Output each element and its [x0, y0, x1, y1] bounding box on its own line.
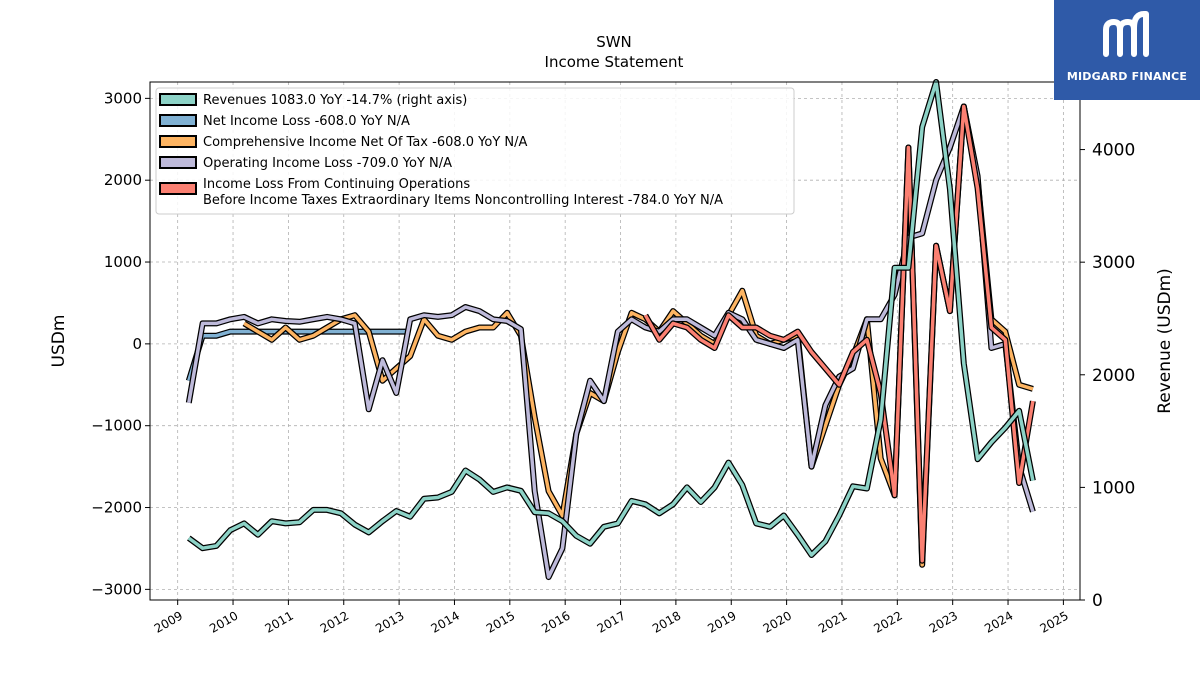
right-axis-ticks: 0 1000 2000 3000 4000 [1080, 141, 1135, 611]
x-tick-label: 2017 [595, 608, 628, 635]
series-line-1 [187, 329, 411, 382]
left-axis-ticks: −3000 −2000 −1000 0 1000 2000 3000 [91, 89, 150, 598]
x-tick-label: 2023 [927, 608, 960, 635]
x-tick-label: 2016 [539, 608, 572, 635]
y-right-tick-label: 2000 [1092, 366, 1135, 386]
legend-label-3: Operating Income Loss -709.0 YoY N/A [203, 156, 452, 171]
x-tick-label: 2009 [152, 608, 185, 635]
y-axis-right-label: Revenue (USDm) [1155, 268, 1175, 414]
logo-mark-icon [1103, 11, 1149, 57]
x-tick-label: 2011 [262, 608, 295, 635]
legend: Revenues 1083.0 YoY -14.7% (right axis) N… [155, 87, 795, 215]
y-right-tick-label: 3000 [1092, 253, 1135, 273]
x-tick-label: 2024 [982, 608, 1015, 635]
y-axis-label: USDm [49, 315, 69, 368]
legend-label-4: Income Loss From Continuing Operations [203, 177, 470, 192]
legend-label-0: Revenues 1083.0 YoY -14.7% (right axis) [203, 93, 467, 108]
legend-swatch-0 [159, 93, 197, 106]
x-tick-label: 2022 [871, 608, 904, 635]
x-tick-label: 2018 [650, 608, 683, 635]
legend-label-1: Net Income Loss -608.0 YoY N/A [203, 114, 410, 129]
legend-swatch-4 [159, 182, 197, 195]
x-tick-label: 2020 [761, 608, 794, 635]
legend-swatch-3 [159, 156, 197, 169]
y-right-tick-label: 0 [1092, 591, 1103, 611]
series-line-0 [187, 80, 1035, 557]
x-tick-label: 2012 [318, 608, 351, 635]
y-tick-label: 1000 [104, 253, 142, 271]
logo-text: MIDGARD FINANCE [1066, 70, 1188, 83]
y-tick-label: −3000 [91, 580, 142, 598]
legend-box [155, 87, 795, 215]
chart-subtitle: Income Statement [545, 53, 684, 71]
midgard-finance-logo: MIDGARD FINANCE [1054, 0, 1200, 100]
chart-title: SWN [596, 33, 632, 51]
legend-swatch-1 [159, 114, 197, 127]
y-tick-label: −2000 [91, 499, 142, 517]
x-axis-ticks: 2009 2010 2011 2012 2013 2014 2015 2016 2017 2018… [152, 600, 1071, 636]
legend-label-4: Before Income Taxes Extraordinary Items … [203, 193, 723, 208]
y-right-tick-label: 4000 [1092, 141, 1135, 161]
x-tick-label: 2014 [429, 608, 462, 635]
series-line-4 [643, 104, 1035, 563]
legend-swatch-2 [159, 135, 197, 148]
x-tick-label: 2021 [816, 608, 849, 635]
x-tick-label: 2025 [1037, 608, 1070, 635]
y-right-tick-label: 1000 [1092, 478, 1135, 498]
legend-label-2: Comprehensive Income Net Of Tax -608.0 Y… [203, 135, 528, 150]
x-tick-label: 2010 [207, 608, 240, 635]
x-tick-label: 2019 [705, 608, 738, 635]
plot-frame [149, 81, 1081, 601]
x-tick-label: 2015 [484, 608, 517, 635]
series-lines [185, 79, 1036, 581]
y-tick-label: 2000 [104, 171, 142, 189]
x-tick-label: 2013 [373, 608, 406, 635]
y-tick-label: −1000 [91, 417, 142, 435]
y-tick-label: 0 [132, 335, 142, 353]
y-tick-label: 3000 [104, 89, 142, 107]
